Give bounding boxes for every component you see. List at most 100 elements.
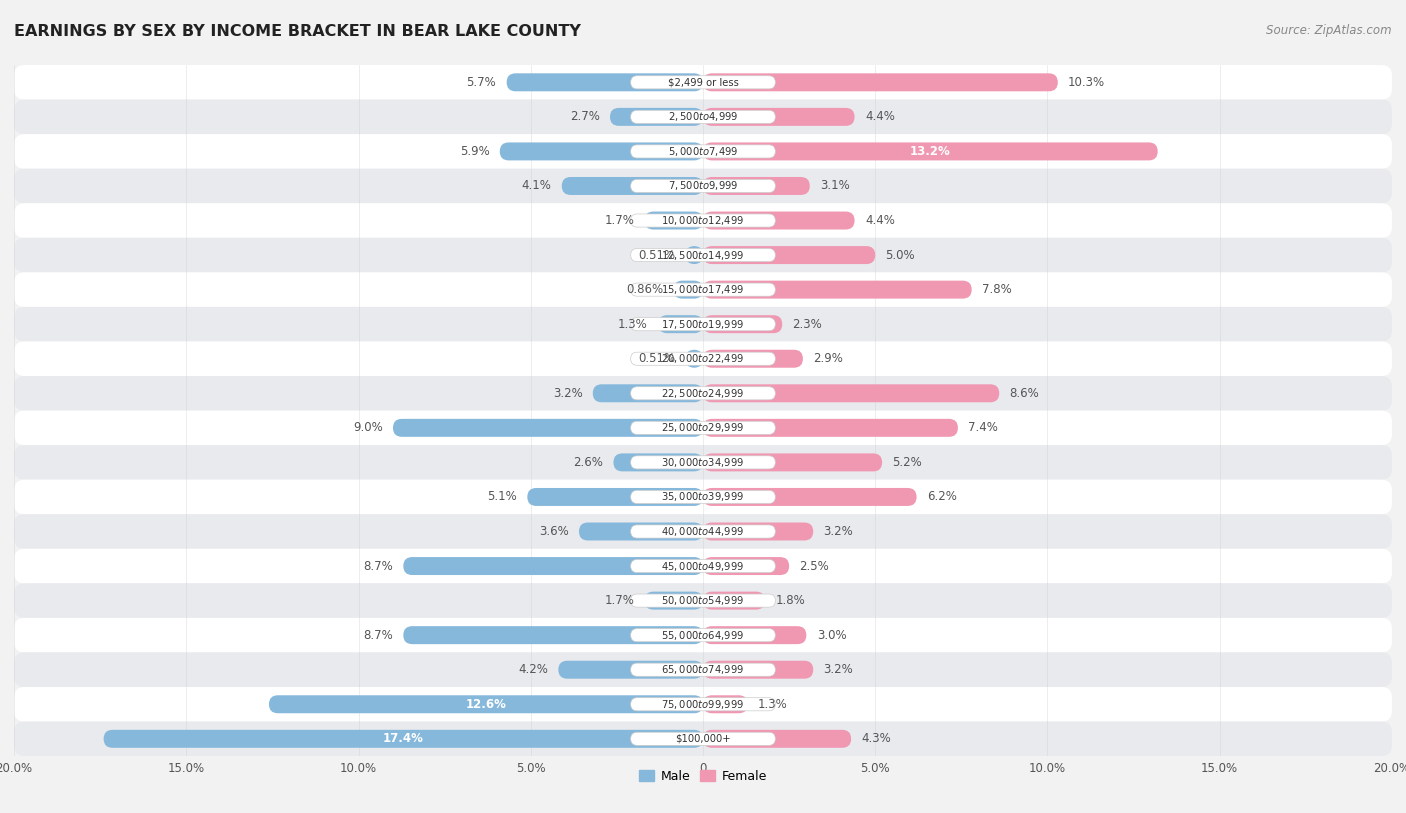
FancyBboxPatch shape xyxy=(14,237,1392,272)
FancyBboxPatch shape xyxy=(644,592,703,610)
FancyBboxPatch shape xyxy=(686,350,703,367)
Text: 0.51%: 0.51% xyxy=(638,352,675,365)
Text: $30,000 to $34,999: $30,000 to $34,999 xyxy=(661,456,745,469)
Text: EARNINGS BY SEX BY INCOME BRACKET IN BEAR LAKE COUNTY: EARNINGS BY SEX BY INCOME BRACKET IN BEA… xyxy=(14,24,581,39)
Text: 17.4%: 17.4% xyxy=(382,733,423,746)
FancyBboxPatch shape xyxy=(14,411,1392,446)
Text: 4.4%: 4.4% xyxy=(865,111,894,124)
Text: 13.2%: 13.2% xyxy=(910,145,950,158)
FancyBboxPatch shape xyxy=(631,318,775,331)
FancyBboxPatch shape xyxy=(14,584,1392,618)
FancyBboxPatch shape xyxy=(14,307,1392,341)
FancyBboxPatch shape xyxy=(610,108,703,126)
FancyBboxPatch shape xyxy=(14,480,1392,515)
FancyBboxPatch shape xyxy=(703,385,1000,402)
Text: 2.5%: 2.5% xyxy=(800,559,830,572)
Text: $55,000 to $64,999: $55,000 to $64,999 xyxy=(661,628,745,641)
Text: $20,000 to $22,499: $20,000 to $22,499 xyxy=(661,352,745,365)
FancyBboxPatch shape xyxy=(631,180,775,193)
Text: 4.2%: 4.2% xyxy=(519,663,548,676)
Text: 5.0%: 5.0% xyxy=(886,249,915,262)
Text: 1.3%: 1.3% xyxy=(619,318,648,331)
Text: 1.3%: 1.3% xyxy=(758,698,787,711)
Text: 3.2%: 3.2% xyxy=(553,387,582,400)
Text: 8.7%: 8.7% xyxy=(363,559,392,572)
FancyBboxPatch shape xyxy=(14,687,1392,722)
FancyBboxPatch shape xyxy=(14,722,1392,756)
FancyBboxPatch shape xyxy=(644,211,703,229)
Text: 6.2%: 6.2% xyxy=(927,490,956,503)
FancyBboxPatch shape xyxy=(631,111,775,124)
Text: 3.1%: 3.1% xyxy=(820,180,849,193)
FancyBboxPatch shape xyxy=(703,280,972,298)
FancyBboxPatch shape xyxy=(506,73,703,91)
FancyBboxPatch shape xyxy=(703,626,807,644)
FancyBboxPatch shape xyxy=(499,142,703,160)
Text: 3.6%: 3.6% xyxy=(538,525,568,538)
FancyBboxPatch shape xyxy=(703,592,765,610)
Text: 2.9%: 2.9% xyxy=(813,352,844,365)
Text: $2,500 to $4,999: $2,500 to $4,999 xyxy=(668,111,738,124)
FancyBboxPatch shape xyxy=(631,628,775,641)
Text: 5.9%: 5.9% xyxy=(460,145,489,158)
Text: 3.2%: 3.2% xyxy=(824,663,853,676)
Text: 4.1%: 4.1% xyxy=(522,180,551,193)
Text: 7.4%: 7.4% xyxy=(969,421,998,434)
Text: $25,000 to $29,999: $25,000 to $29,999 xyxy=(661,421,745,434)
Text: 1.7%: 1.7% xyxy=(605,214,634,227)
FancyBboxPatch shape xyxy=(631,456,775,469)
Text: 4.4%: 4.4% xyxy=(865,214,894,227)
FancyBboxPatch shape xyxy=(14,652,1392,687)
Text: $45,000 to $49,999: $45,000 to $49,999 xyxy=(661,559,745,572)
FancyBboxPatch shape xyxy=(631,594,775,607)
Legend: Male, Female: Male, Female xyxy=(634,765,772,788)
FancyBboxPatch shape xyxy=(703,730,851,748)
FancyBboxPatch shape xyxy=(631,387,775,400)
FancyBboxPatch shape xyxy=(631,663,775,676)
FancyBboxPatch shape xyxy=(631,559,775,572)
FancyBboxPatch shape xyxy=(14,376,1392,411)
FancyBboxPatch shape xyxy=(631,698,775,711)
Text: $15,000 to $17,499: $15,000 to $17,499 xyxy=(661,283,745,296)
FancyBboxPatch shape xyxy=(703,419,957,437)
FancyBboxPatch shape xyxy=(392,419,703,437)
Text: 1.7%: 1.7% xyxy=(605,594,634,607)
Text: $100,000+: $100,000+ xyxy=(675,734,731,744)
Text: $5,000 to $7,499: $5,000 to $7,499 xyxy=(668,145,738,158)
Text: 2.6%: 2.6% xyxy=(574,456,603,469)
Text: 3.2%: 3.2% xyxy=(824,525,853,538)
FancyBboxPatch shape xyxy=(14,134,1392,169)
FancyBboxPatch shape xyxy=(14,549,1392,584)
FancyBboxPatch shape xyxy=(404,557,703,575)
Text: 5.1%: 5.1% xyxy=(488,490,517,503)
FancyBboxPatch shape xyxy=(703,523,813,541)
FancyBboxPatch shape xyxy=(593,385,703,402)
FancyBboxPatch shape xyxy=(269,695,703,713)
Text: 2.3%: 2.3% xyxy=(793,318,823,331)
Text: 8.6%: 8.6% xyxy=(1010,387,1039,400)
Text: 7.8%: 7.8% xyxy=(981,283,1012,296)
Text: $65,000 to $74,999: $65,000 to $74,999 xyxy=(661,663,745,676)
FancyBboxPatch shape xyxy=(14,446,1392,480)
Text: 5.2%: 5.2% xyxy=(893,456,922,469)
Text: Source: ZipAtlas.com: Source: ZipAtlas.com xyxy=(1267,24,1392,37)
FancyBboxPatch shape xyxy=(703,142,1157,160)
FancyBboxPatch shape xyxy=(703,211,855,229)
FancyBboxPatch shape xyxy=(703,557,789,575)
FancyBboxPatch shape xyxy=(631,249,775,262)
FancyBboxPatch shape xyxy=(703,661,813,679)
FancyBboxPatch shape xyxy=(404,626,703,644)
Text: 0.86%: 0.86% xyxy=(626,283,664,296)
Text: $22,500 to $24,999: $22,500 to $24,999 xyxy=(661,387,745,400)
FancyBboxPatch shape xyxy=(558,661,703,679)
FancyBboxPatch shape xyxy=(14,99,1392,134)
FancyBboxPatch shape xyxy=(703,108,855,126)
FancyBboxPatch shape xyxy=(631,733,775,746)
FancyBboxPatch shape xyxy=(703,454,882,472)
FancyBboxPatch shape xyxy=(14,203,1392,237)
Text: 2.7%: 2.7% xyxy=(569,111,599,124)
Text: $7,500 to $9,999: $7,500 to $9,999 xyxy=(668,180,738,193)
FancyBboxPatch shape xyxy=(703,315,782,333)
Text: $50,000 to $54,999: $50,000 to $54,999 xyxy=(661,594,745,607)
Text: 1.8%: 1.8% xyxy=(775,594,806,607)
